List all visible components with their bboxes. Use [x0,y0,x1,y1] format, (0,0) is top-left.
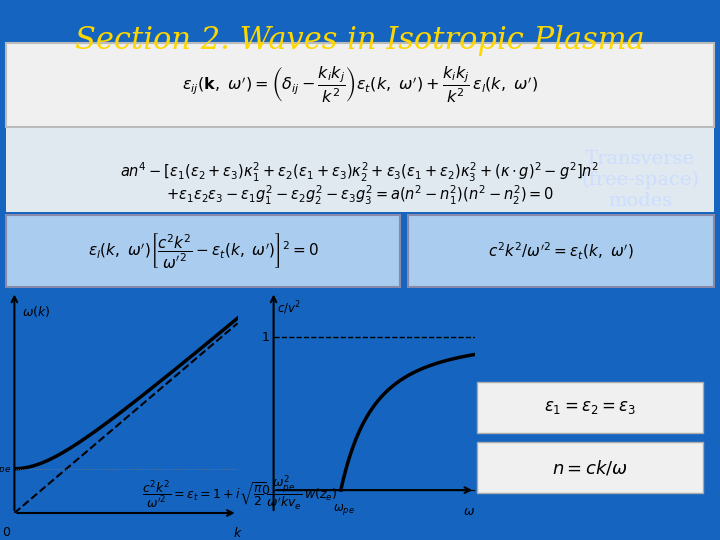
Text: $k$: $k$ [233,525,243,539]
Text: $\varepsilon_{ij}(\mathbf{k},\ \omega') = \left(\delta_{ij} - \dfrac{k_i k_j}{k^: $\varepsilon_{ij}(\mathbf{k},\ \omega') … [182,65,538,105]
FancyBboxPatch shape [6,128,714,212]
Text: $c/v^2$: $c/v^2$ [277,299,302,317]
FancyBboxPatch shape [6,43,714,127]
Text: Section 2. Waves in Isotropic Plasma: Section 2. Waves in Isotropic Plasma [75,25,645,56]
Text: $1$: $1$ [261,331,270,344]
Text: $\omega_{pe}$: $\omega_{pe}$ [0,461,11,476]
Text: Transverse
(free-space)
modes: Transverse (free-space) modes [581,150,699,210]
Text: $c^2k^2/\omega'^2 = \varepsilon_t(k,\ \omega')$: $c^2k^2/\omega'^2 = \varepsilon_t(k,\ \o… [488,240,634,261]
Text: $0$: $0$ [2,525,12,539]
FancyBboxPatch shape [477,382,703,433]
FancyBboxPatch shape [6,215,400,287]
Text: $\omega(k)$: $\omega(k)$ [22,304,50,319]
Text: $\omega$: $\omega$ [463,505,475,518]
Text: $\omega_{pe}$: $\omega_{pe}$ [333,502,355,517]
Text: $0$: $0$ [261,484,270,497]
FancyBboxPatch shape [477,442,703,493]
Text: $\dfrac{c^2k^2}{\omega'^2} = \varepsilon_t = 1 + i\sqrt{\dfrac{\pi}{2}}\,\dfrac{: $\dfrac{c^2k^2}{\omega'^2} = \varepsilon… [143,473,338,512]
Text: $\varepsilon_l(k,\ \omega')\left[\dfrac{c^2k^2}{\omega'^2} - \varepsilon_t(k,\ \: $\varepsilon_l(k,\ \omega')\left[\dfrac{… [88,232,318,271]
Text: $n = ck/\omega$: $n = ck/\omega$ [552,458,628,477]
FancyBboxPatch shape [408,215,714,287]
Text: $an^4 - [\varepsilon_1(\varepsilon_2+\varepsilon_3)\kappa_1^2 + \varepsilon_2(\v: $an^4 - [\varepsilon_1(\varepsilon_2+\va… [120,160,600,184]
Text: $\varepsilon_1 = \varepsilon_2 = \varepsilon_3$: $\varepsilon_1 = \varepsilon_2 = \vareps… [544,400,636,416]
Text: $+\varepsilon_1\varepsilon_2\varepsilon_3 - \varepsilon_1 g_1^2 - \varepsilon_2 : $+\varepsilon_1\varepsilon_2\varepsilon_… [166,184,554,207]
